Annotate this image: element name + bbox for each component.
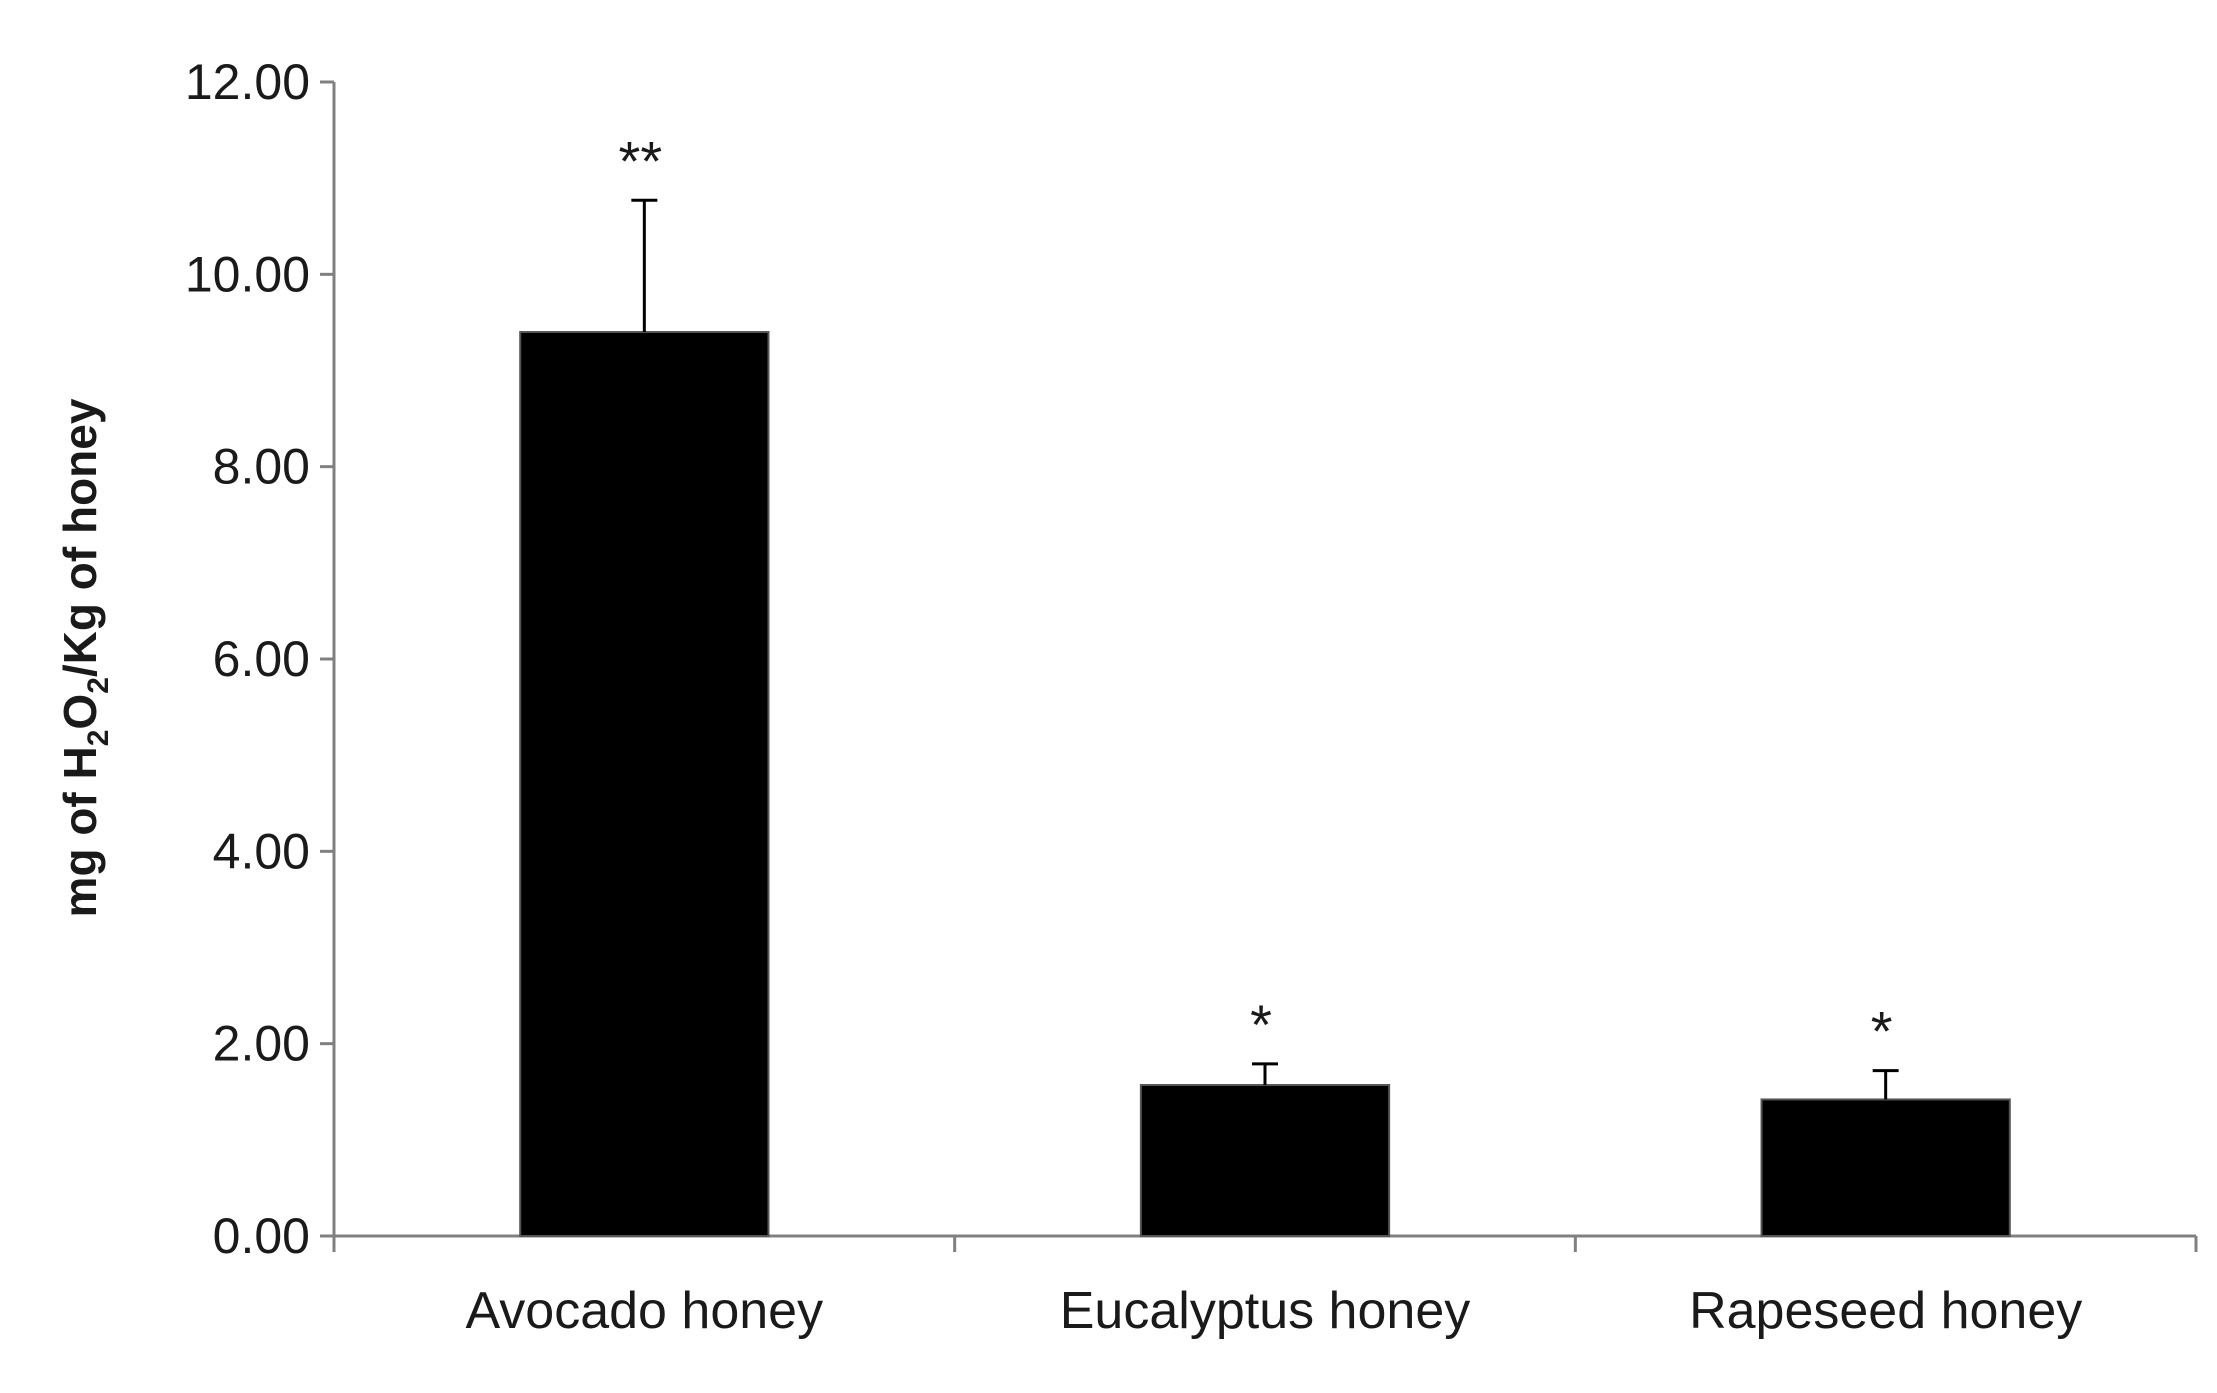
y-tick-label: 0.00 [213, 1208, 310, 1264]
y-axis-label: mg of H2O2/Kg of honey [54, 398, 115, 917]
x-tick-label: Rapeseed honey [1689, 1282, 2082, 1340]
y-tick-label: 2.00 [213, 1016, 310, 1072]
y-axis-label-sub1: 2 [82, 730, 115, 747]
y-tick-label: 4.00 [213, 823, 310, 879]
labels: 0.002.004.006.008.0010.0012.00**Avocado … [185, 54, 2082, 1340]
bar [519, 331, 770, 1237]
significance-label: ** [619, 129, 663, 192]
y-axis-label-prefix: mg of H [54, 746, 106, 917]
y-axis-label-mid: O [54, 694, 106, 730]
y-tick-label: 6.00 [213, 631, 310, 687]
y-axis-label-sub2: 2 [82, 677, 115, 694]
y-tick-label: 10.00 [185, 246, 310, 302]
y-tick-label: 12.00 [185, 54, 310, 110]
significance-label: * [1871, 1000, 1893, 1063]
y-axis-label-suffix: /Kg of honey [54, 398, 106, 677]
significance-label: * [1250, 993, 1272, 1056]
x-tick-label: Avocado honey [466, 1282, 824, 1340]
y-tick-label: 8.00 [213, 439, 310, 495]
bar [1139, 1084, 1391, 1237]
bar [1760, 1098, 2011, 1238]
x-tick-label: Eucalyptus honey [1060, 1282, 1471, 1340]
bars [519, 198, 2011, 1238]
